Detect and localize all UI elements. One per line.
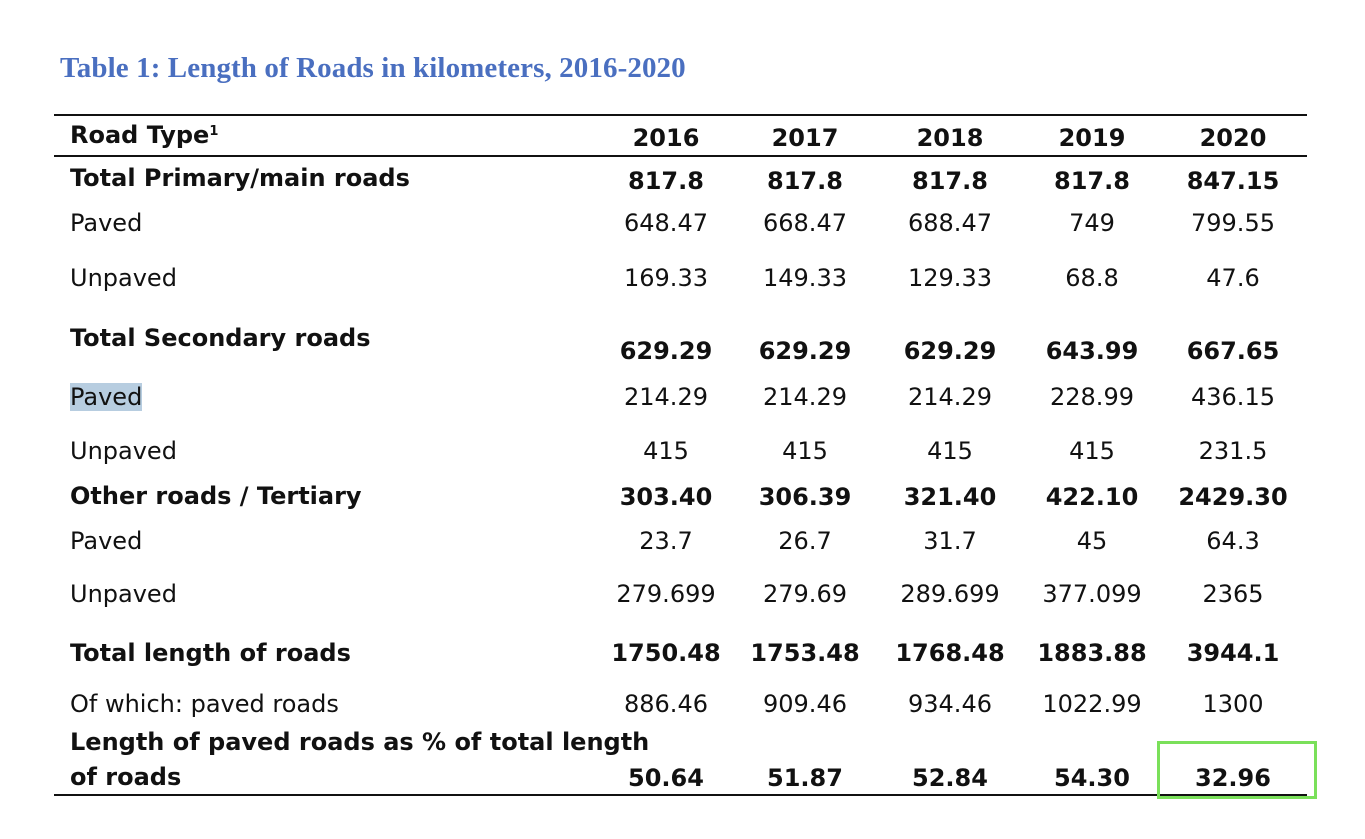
table-cell: 817.8 <box>628 167 704 195</box>
table-cell: 817.8 <box>767 167 843 195</box>
table-cell: 2429.30 <box>1178 483 1288 511</box>
row-label: Unpaved <box>70 264 177 292</box>
table-cell: 648.47 <box>624 209 708 237</box>
row-label: Of which: paved roads <box>70 690 339 718</box>
table-cell: 289.699 <box>900 580 1000 608</box>
header-year-2018: 2018 <box>916 124 984 152</box>
table-cell: 629.29 <box>619 337 713 365</box>
table-cell: 279.699 <box>616 580 716 608</box>
row-label: Paved <box>70 209 143 237</box>
selected-text[interactable]: Paved <box>70 383 143 411</box>
footnote-marker: 1 <box>209 124 219 139</box>
table-cell: 1753.48 <box>750 639 860 667</box>
table-cell: 31.7 <box>923 527 977 555</box>
table-cell: 668.47 <box>763 209 847 237</box>
table-cell: 688.47 <box>908 209 992 237</box>
table-cell: 169.33 <box>624 264 708 292</box>
row-label-line1: Length of paved roads as % of total leng… <box>70 728 650 756</box>
table-cell: 45 <box>1076 527 1108 555</box>
table-cell: 799.55 <box>1191 209 1275 237</box>
table-cell: 52.84 <box>912 764 988 792</box>
header-year-2020: 2020 <box>1199 124 1267 152</box>
table-cell: 51.87 <box>767 764 843 792</box>
table-cell: 32.96 <box>1195 764 1271 792</box>
table-cell: 1750.48 <box>611 639 721 667</box>
table-cell: 629.29 <box>758 337 852 365</box>
table-cell: 415 <box>782 437 828 465</box>
row-label: Paved <box>70 527 143 555</box>
table-cell: 415 <box>643 437 689 465</box>
row-label: Total Secondary roads <box>70 324 371 352</box>
table-cell: 817.8 <box>912 167 988 195</box>
table-cell: 415 <box>927 437 973 465</box>
table-cell: 50.64 <box>628 764 704 792</box>
table-cell: 129.33 <box>908 264 992 292</box>
table-cell: 422.10 <box>1045 483 1139 511</box>
table-cell: 2365 <box>1202 580 1264 608</box>
header-year-2016: 2016 <box>632 124 700 152</box>
row-label: Other roads / Tertiary <box>70 482 362 510</box>
table-cell: 1300 <box>1202 690 1264 718</box>
table-cell: 64.3 <box>1206 527 1260 555</box>
table-cell: 377.099 <box>1042 580 1142 608</box>
table-cell: 23.7 <box>639 527 693 555</box>
table-cell: 47.6 <box>1206 264 1260 292</box>
table-cell: 415 <box>1069 437 1115 465</box>
row-label: Total Primary/main roads <box>70 164 410 192</box>
table-cell: 306.39 <box>758 483 852 511</box>
table-cell: 3944.1 <box>1186 639 1280 667</box>
table-cell: 643.99 <box>1045 337 1139 365</box>
table-cell: 303.40 <box>619 483 713 511</box>
header-year-2017: 2017 <box>771 124 839 152</box>
table-cell: 214.29 <box>763 383 847 411</box>
header-road-type: Road Type1 <box>70 121 219 149</box>
row-label-line2: of roads <box>70 763 182 791</box>
table-bottom-rule <box>54 794 1307 796</box>
table-cell: 629.29 <box>903 337 997 365</box>
table-cell: 847.15 <box>1186 167 1280 195</box>
row-label[interactable]: Paved <box>70 383 143 411</box>
table-cell: 749 <box>1069 209 1115 237</box>
table-cell: 1022.99 <box>1042 690 1142 718</box>
table-cell: 228.99 <box>1050 383 1134 411</box>
table-cell: 321.40 <box>903 483 997 511</box>
table-cell: 26.7 <box>778 527 832 555</box>
table-top-rule <box>54 114 1307 116</box>
table-cell: 214.29 <box>624 383 708 411</box>
header-rule <box>54 155 1307 157</box>
header-year-2019: 2019 <box>1058 124 1126 152</box>
row-label: Unpaved <box>70 437 177 465</box>
table-cell: 231.5 <box>1198 437 1268 465</box>
row-label: Total length of roads <box>70 639 351 667</box>
highlight-box <box>1157 741 1317 799</box>
table-cell: 54.30 <box>1054 764 1130 792</box>
table-cell: 909.46 <box>763 690 847 718</box>
table-cell: 279.69 <box>763 580 847 608</box>
table-cell: 817.8 <box>1054 167 1130 195</box>
table-cell: 886.46 <box>624 690 708 718</box>
table-cell: 149.33 <box>763 264 847 292</box>
row-label: Unpaved <box>70 580 177 608</box>
table-cell: 934.46 <box>908 690 992 718</box>
table-cell: 436.15 <box>1191 383 1275 411</box>
table-cell: 214.29 <box>908 383 992 411</box>
table-cell: 1768.48 <box>895 639 1005 667</box>
table-cell: 68.8 <box>1065 264 1119 292</box>
table-title: Table 1: Length of Roads in kilometers, … <box>60 52 686 84</box>
table-cell: 667.65 <box>1186 337 1280 365</box>
table-cell: 1883.88 <box>1037 639 1147 667</box>
